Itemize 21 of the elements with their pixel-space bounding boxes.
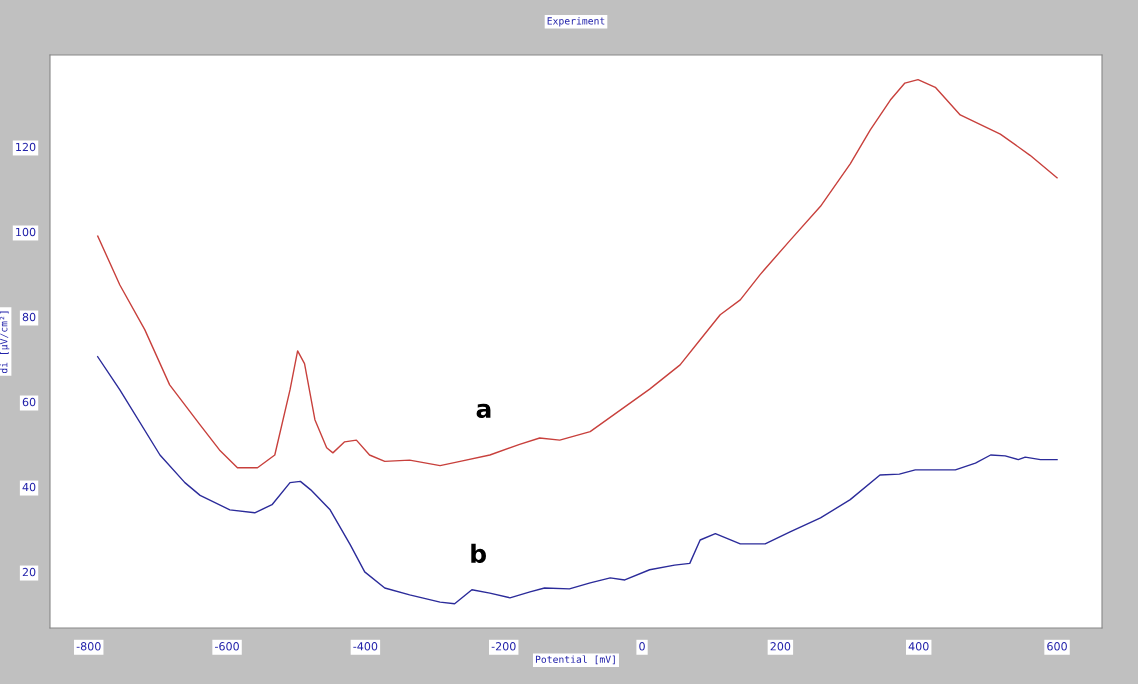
y-tick-label: 100: [16, 227, 36, 237]
y-axis-title: di [μV/cm²]: [0, 311, 10, 374]
line-series: [97, 356, 1058, 605]
y-tick-label: 120: [16, 142, 36, 152]
annotation: a: [476, 403, 491, 419]
y-tick-label: 80: [22, 312, 36, 322]
x-tick-label: 0: [639, 642, 645, 651]
x-tick-label: 400: [908, 642, 929, 651]
x-tick-label: -600: [215, 642, 239, 651]
y-tick-label: 20: [22, 567, 36, 577]
x-tick-label: -200: [491, 642, 516, 651]
chart-title: Experiment: [547, 17, 605, 27]
x-tick-label: -800: [76, 642, 101, 651]
y-tick-label: 40: [22, 482, 36, 492]
x-tick-label: -400: [353, 642, 378, 651]
x-tick-label: 600: [1047, 642, 1067, 651]
y-tick-label: 60: [22, 397, 36, 407]
x-axis-title: Potential [mV]: [535, 655, 615, 665]
x-tick-label: 200: [770, 642, 791, 651]
line-series: [97, 78, 1058, 469]
annotation: b: [471, 543, 486, 564]
